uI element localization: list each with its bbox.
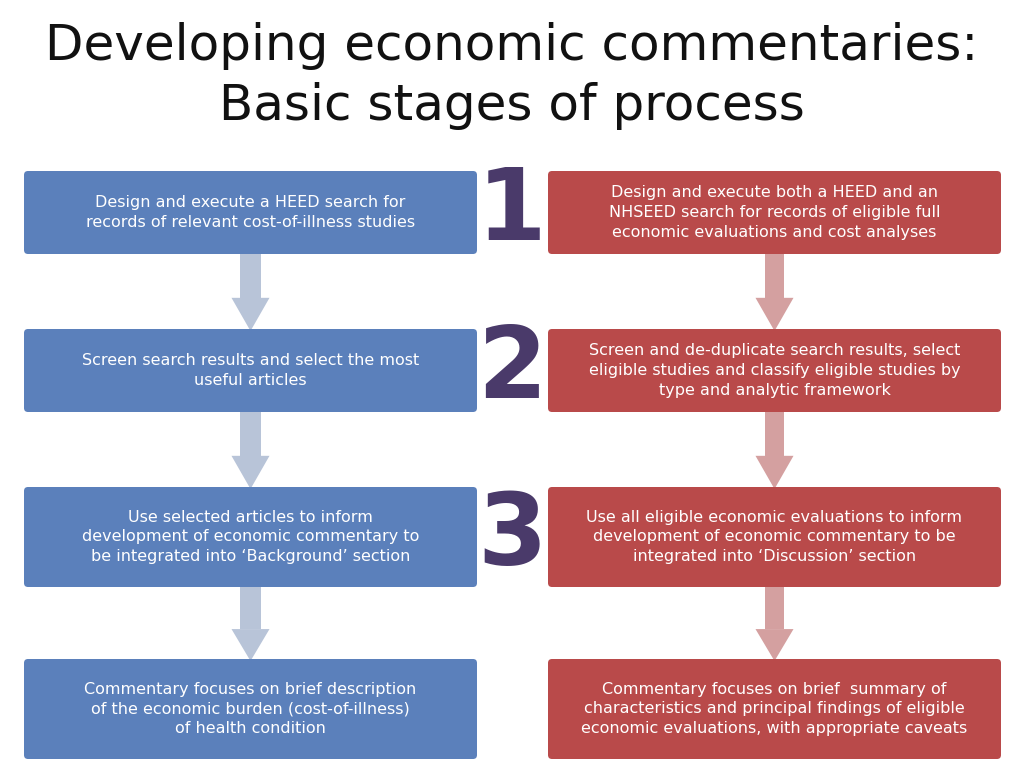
Text: 2: 2 <box>477 322 547 419</box>
Polygon shape <box>765 252 784 298</box>
Text: Commentary focuses on brief  summary of
characteristics and principal findings o: Commentary focuses on brief summary of c… <box>582 682 968 737</box>
Polygon shape <box>765 585 784 629</box>
Text: Design and execute a HEED search for
records of relevant cost-of-illness studies: Design and execute a HEED search for rec… <box>86 195 415 230</box>
Polygon shape <box>231 629 269 661</box>
Text: 3: 3 <box>477 488 547 585</box>
Text: Use all eligible economic evaluations to inform
development of economic commenta: Use all eligible economic evaluations to… <box>587 510 963 564</box>
Polygon shape <box>241 252 260 298</box>
Text: Developing economic commentaries:: Developing economic commentaries: <box>45 22 979 70</box>
Polygon shape <box>231 298 269 331</box>
Text: Basic stages of process: Basic stages of process <box>219 82 805 130</box>
FancyBboxPatch shape <box>24 487 477 587</box>
Polygon shape <box>756 629 794 661</box>
FancyBboxPatch shape <box>548 659 1001 759</box>
Polygon shape <box>756 456 794 489</box>
Text: Screen and de-duplicate search results, select
eligible studies and classify eli: Screen and de-duplicate search results, … <box>589 343 961 398</box>
Text: Commentary focuses on brief description
of the economic burden (cost-of-illness): Commentary focuses on brief description … <box>84 682 417 737</box>
Text: Design and execute both a HEED and an
NHSEED search for records of eligible full: Design and execute both a HEED and an NH… <box>608 185 940 240</box>
Polygon shape <box>765 410 784 456</box>
Text: 1: 1 <box>477 164 547 261</box>
FancyBboxPatch shape <box>24 659 477 759</box>
FancyBboxPatch shape <box>24 329 477 412</box>
Polygon shape <box>241 585 260 629</box>
Polygon shape <box>241 410 260 456</box>
Polygon shape <box>756 298 794 331</box>
FancyBboxPatch shape <box>24 171 477 254</box>
Text: Use selected articles to inform
development of economic commentary to
be integra: Use selected articles to inform developm… <box>82 510 419 564</box>
FancyBboxPatch shape <box>548 487 1001 587</box>
Text: Screen search results and select the most
useful articles: Screen search results and select the mos… <box>82 353 419 388</box>
FancyBboxPatch shape <box>548 329 1001 412</box>
FancyBboxPatch shape <box>548 171 1001 254</box>
Polygon shape <box>231 456 269 489</box>
